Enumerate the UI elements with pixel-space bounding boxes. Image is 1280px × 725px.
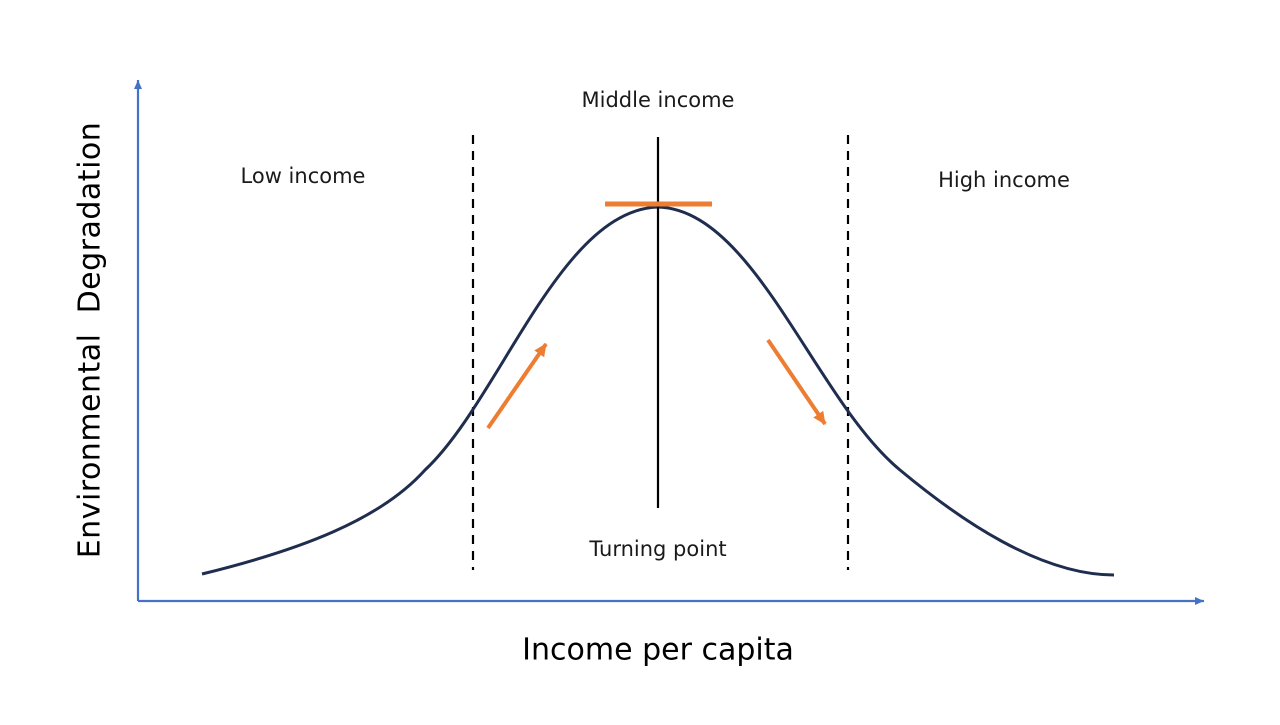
middle-income-label: Middle income xyxy=(581,88,735,112)
rising-arrow xyxy=(486,342,548,430)
high-income-label: High income xyxy=(938,168,1070,192)
low-income-label: Low income xyxy=(240,164,366,188)
turning-point-label: Turning point xyxy=(589,537,727,561)
y-axis-title: Environmental Degradation xyxy=(72,121,108,559)
falling-arrow xyxy=(766,338,827,426)
x-axis-title: Income per capita xyxy=(522,632,794,668)
